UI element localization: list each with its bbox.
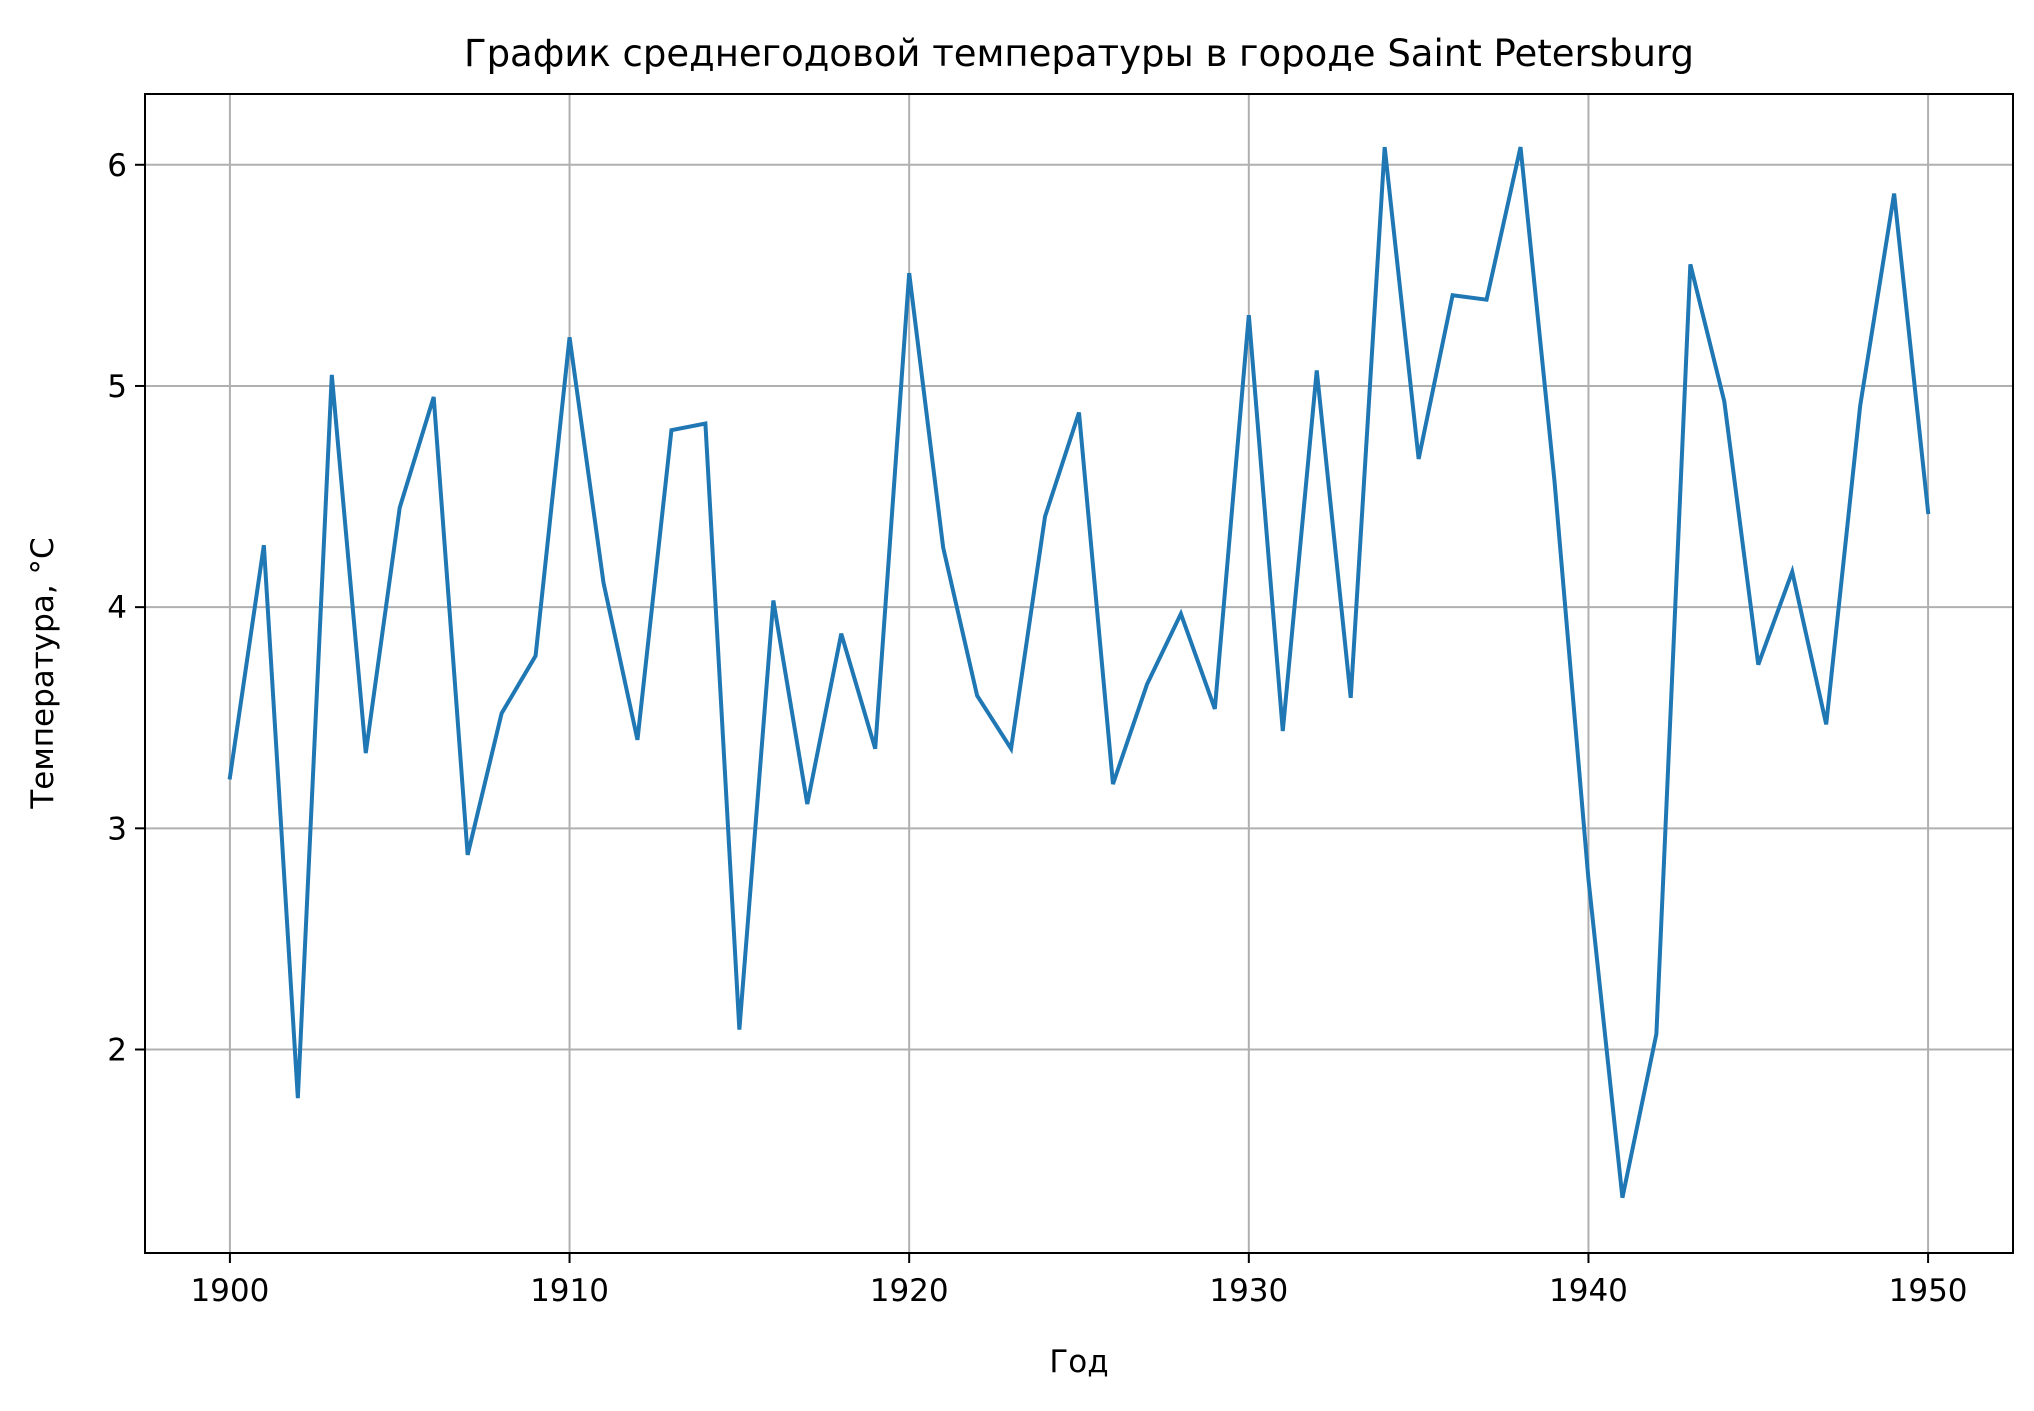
x-tick-label: 1950 [1889,1273,1968,1309]
data-point [1620,1196,1624,1200]
y-tick-label: 3 [107,811,127,847]
data-point [1315,368,1319,372]
data-point [262,543,266,547]
data-point [500,711,504,715]
data-point [1926,510,1930,514]
data-point [1417,457,1421,461]
data-point [1145,683,1149,687]
data-point [1485,298,1489,302]
data-point [466,853,470,857]
x-tick-label: 1930 [1209,1273,1288,1309]
x-axis-label: Год [1049,1344,1108,1380]
data-point [703,422,707,426]
data-point [1009,747,1013,751]
data-point [635,738,639,742]
data-point [1824,722,1828,726]
data-point [568,335,572,339]
series-layer [227,145,1931,1200]
data-point [1111,782,1115,786]
data-point [941,545,945,549]
series-line [227,146,1931,1199]
data-point [1213,707,1217,711]
x-tick-label: 1920 [870,1273,949,1309]
data-point [534,654,538,658]
x-tick-label: 1910 [530,1273,609,1309]
data-point [1247,313,1251,317]
x-tick-label: 1900 [190,1273,269,1309]
data-point [1281,729,1285,733]
axis-ticks: 1900 1910 1920 1930 1940 1950 2 3 4 5 6 [107,148,1967,1309]
data-point [1179,612,1183,616]
x-tick-label: 1940 [1549,1273,1628,1309]
y-tick-label: 2 [107,1033,127,1069]
plot-area-frame [144,93,2014,1254]
plot-area-background [145,94,2013,1253]
data-point [296,1096,300,1100]
data-point [1892,192,1896,196]
data-point [907,271,911,275]
data-point [1654,1032,1658,1036]
data-point [1586,877,1590,881]
data-point [1722,399,1726,403]
data-point [771,599,775,603]
data-point [602,581,606,585]
data-point [1858,404,1862,408]
data-point [1077,411,1081,415]
data-point [1519,145,1523,149]
data-point [432,395,436,399]
y-tick-label: 5 [107,369,127,405]
data-point [669,428,673,432]
data-point [1383,145,1387,149]
data-point [398,506,402,510]
data-point [1451,293,1455,297]
data-point [228,775,232,779]
y-tick-label: 6 [107,148,127,184]
data-point [364,751,368,755]
data-point [1790,570,1794,574]
data-point [1688,262,1692,266]
data-point [1756,663,1760,667]
data-point [1043,514,1047,518]
data-point [805,802,809,806]
data-point [839,632,843,636]
y-tick-label: 4 [107,590,127,626]
y-axis-label: Температура, °C [25,537,61,809]
data-point [1552,479,1556,483]
data-point [873,747,877,751]
data-point [1349,696,1353,700]
data-point [975,694,979,698]
data-point [330,373,334,377]
data-point [737,1028,741,1032]
chart-title: График среднегодовой температуры в город… [464,32,1694,75]
